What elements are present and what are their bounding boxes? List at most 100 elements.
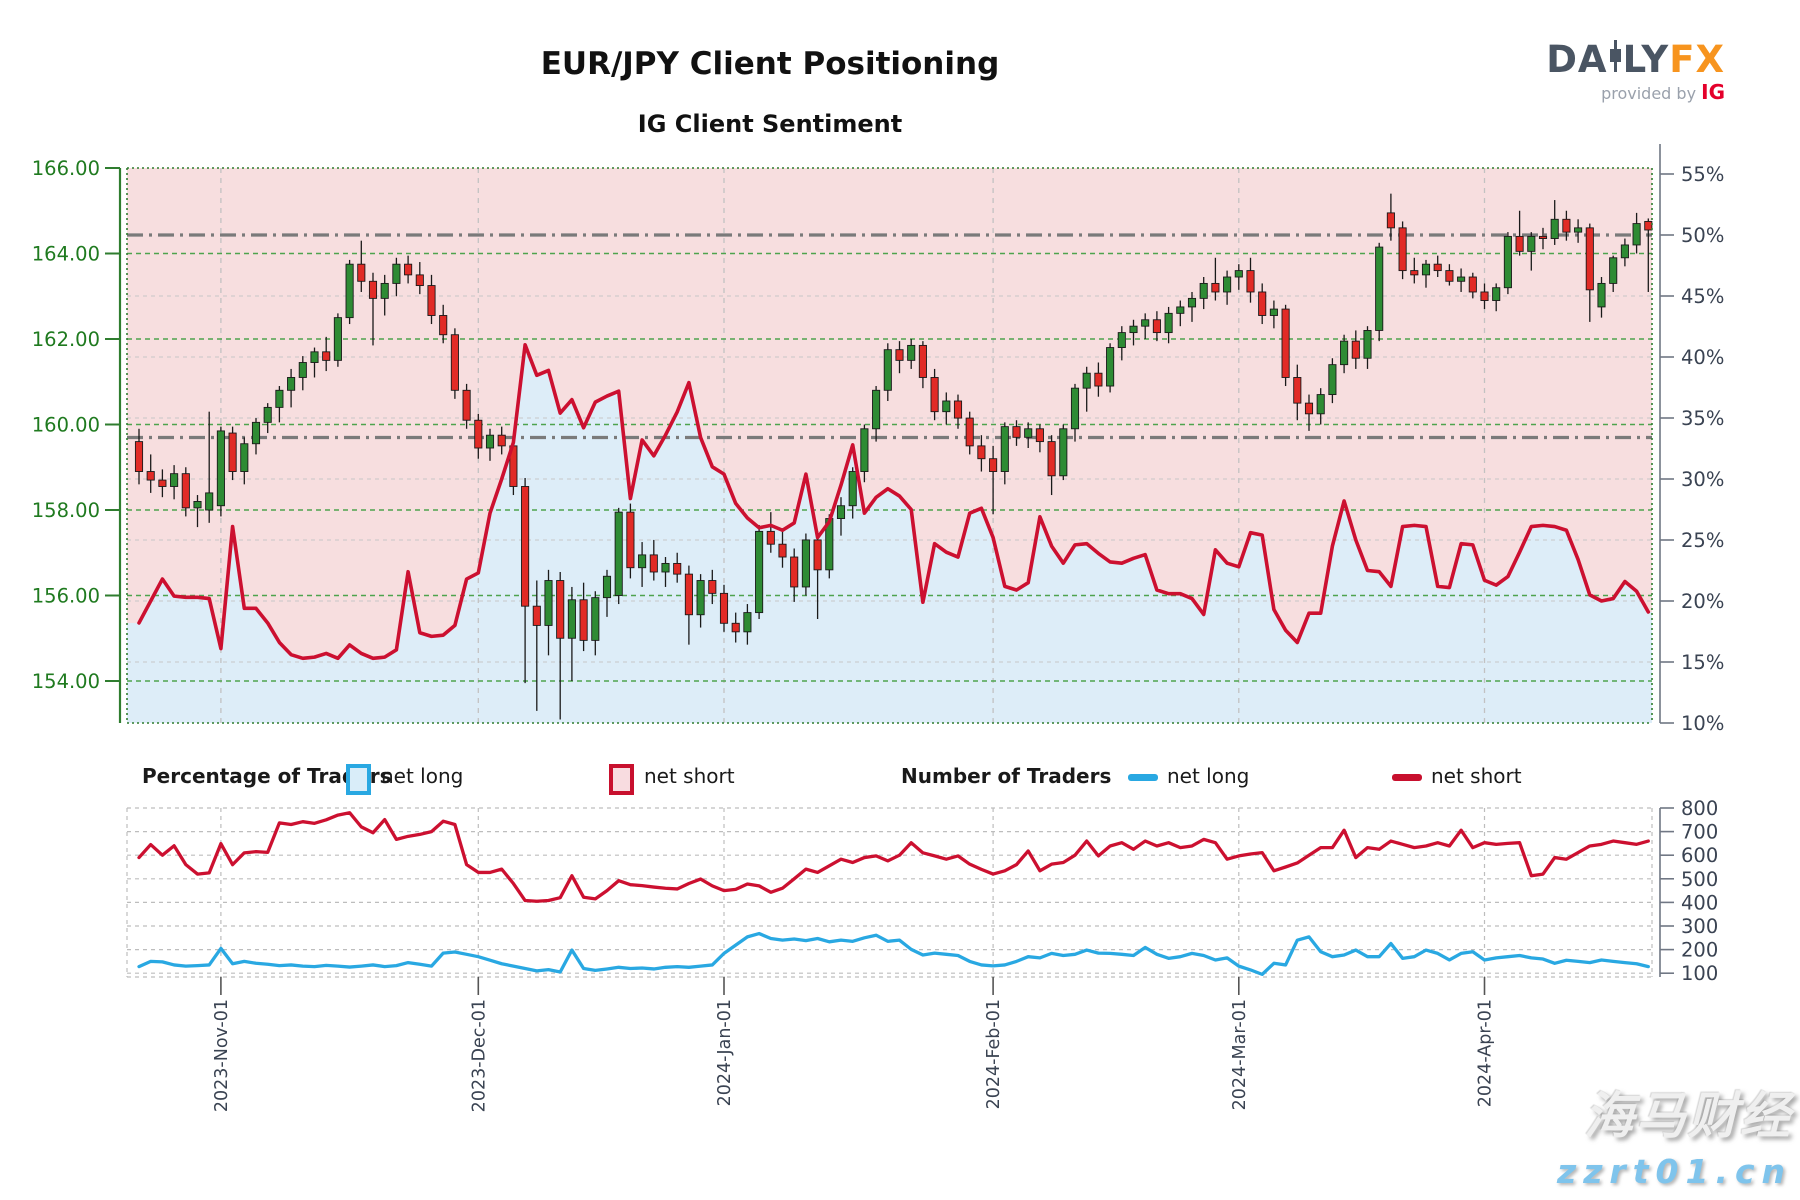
- legend-num-net-short: net short: [1431, 764, 1522, 788]
- candle-body: [708, 580, 717, 594]
- candle-body: [263, 406, 272, 423]
- candle-body: [1340, 340, 1349, 366]
- legend-num-net-long: net long: [1167, 764, 1250, 788]
- candle-body: [368, 280, 378, 299]
- candle-body: [556, 580, 565, 639]
- candle-body: [1375, 246, 1384, 331]
- dailyfx-logo: DA LYFX provided by IG: [1546, 40, 1725, 102]
- net-long-count-line: [137, 931, 1650, 977]
- candle-body: [661, 562, 670, 573]
- candle-body: [1480, 291, 1489, 301]
- candle-body: [801, 539, 810, 588]
- logo-daily-suffix: LY: [1622, 38, 1670, 81]
- watermark-brand: 海马财经: [1584, 1087, 1792, 1145]
- legend-pct-net-short: net short: [644, 764, 735, 788]
- dailyfx-wordmark: DA LYFX: [1546, 40, 1725, 78]
- candle-body: [205, 492, 214, 511]
- logo-provided-by: provided by IG: [1546, 82, 1725, 102]
- price-tick-label: 156.00: [32, 585, 100, 608]
- candle-body: [1433, 263, 1442, 272]
- candle-body: [1211, 282, 1220, 293]
- pct-tick-label: 20%: [1681, 590, 1724, 613]
- count-tick-label: 800: [1681, 797, 1718, 820]
- candle-body: [1386, 212, 1395, 229]
- candle-body: [497, 434, 506, 447]
- candle-body: [684, 573, 693, 616]
- candle-body: [1152, 319, 1161, 334]
- candle-body: [251, 421, 261, 445]
- count-tick-label: 600: [1681, 844, 1718, 867]
- candle-body: [965, 417, 974, 447]
- date-tick-label: 2024-Mar-01: [1230, 999, 1250, 1110]
- candle-body: [1515, 235, 1524, 252]
- candle-body: [579, 599, 588, 641]
- price-tick-label: 154.00: [32, 670, 100, 693]
- candle-body: [649, 554, 658, 573]
- candle-body: [1293, 377, 1302, 404]
- candle-body: [673, 562, 682, 575]
- count-tick-label: 400: [1681, 891, 1718, 914]
- candle-body: [1574, 227, 1583, 233]
- candle-body: [872, 389, 881, 430]
- price-tick-label: 166.00: [32, 157, 100, 180]
- chart-subtitle: IG Client Sentiment: [637, 110, 903, 138]
- candle-body: [953, 400, 963, 419]
- candle-body: [1351, 340, 1360, 359]
- provided-by-text: provided by: [1601, 84, 1697, 103]
- price-tick-label: 164.00: [32, 243, 100, 266]
- candle-body: [1269, 308, 1278, 316]
- candle-body: [1258, 291, 1267, 316]
- candle-body: [380, 282, 389, 299]
- candle-body: [170, 473, 179, 487]
- candle-body: [567, 599, 576, 639]
- candle-body: [181, 473, 190, 509]
- candle-body: [485, 434, 495, 449]
- candle-body: [1223, 276, 1232, 293]
- candle-body: [439, 315, 448, 336]
- watermark: 海马财经 zzrt01.cn: [1557, 1076, 1792, 1191]
- pct-tick-label: 35%: [1681, 407, 1724, 430]
- candle-body: [146, 471, 155, 481]
- candle-body: [1164, 312, 1173, 334]
- candle-body: [638, 554, 647, 569]
- candle-body: [333, 317, 342, 361]
- price-tick-label: 162.00: [32, 328, 100, 351]
- candle-body: [1199, 282, 1208, 299]
- candle-body: [1398, 227, 1407, 272]
- candle-body: [427, 285, 436, 316]
- candle-body: [860, 428, 869, 472]
- candle-body: [1117, 332, 1126, 348]
- candle-body: [450, 334, 459, 391]
- candle-body: [345, 263, 354, 319]
- candle-body: [614, 511, 623, 596]
- candle-body: [1106, 347, 1115, 387]
- candlestick-icon: [1609, 40, 1622, 78]
- candle-body: [790, 556, 799, 588]
- candle-body: [1410, 270, 1419, 276]
- net-short-swatch-icon: [609, 764, 634, 795]
- candle-body: [1281, 308, 1290, 378]
- candle-body: [1421, 263, 1431, 276]
- net-long-swatch-icon: [346, 764, 371, 795]
- candle-body: [404, 263, 413, 276]
- date-tick-label: 2023-Nov-01: [212, 999, 232, 1112]
- price-tick-label: 160.00: [32, 414, 100, 437]
- candle-body: [755, 530, 764, 614]
- candle-body: [719, 592, 729, 624]
- candle-body: [1059, 428, 1068, 477]
- candle-body: [1503, 235, 1512, 289]
- candle-body: [989, 458, 998, 472]
- date-tick-label: 2024-Apr-01: [1476, 999, 1496, 1107]
- count-tick-label: 700: [1681, 821, 1718, 844]
- candle-body: [1141, 319, 1150, 327]
- candle-body: [1094, 372, 1103, 387]
- candle-body: [731, 622, 740, 633]
- candle-body: [1527, 235, 1536, 252]
- candle-body: [1550, 218, 1559, 239]
- candle-body: [462, 389, 471, 421]
- candle-body: [1644, 220, 1653, 231]
- candle-body: [1234, 270, 1243, 278]
- candle-body: [778, 543, 787, 558]
- date-tick-label: 2024-Jan-01: [715, 999, 735, 1106]
